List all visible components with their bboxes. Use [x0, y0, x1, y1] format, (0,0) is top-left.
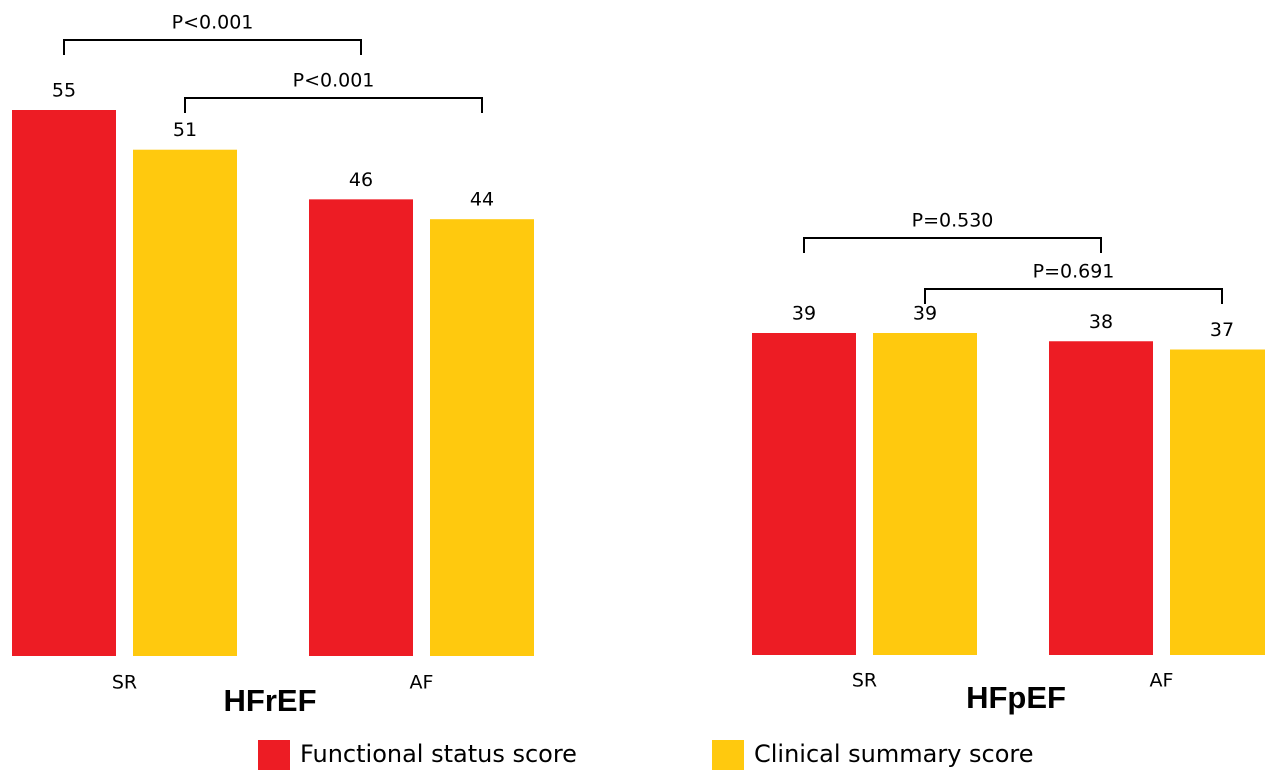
p-value: P=0.691	[1033, 261, 1115, 283]
value-label: 37	[1210, 319, 1234, 341]
bar	[309, 199, 413, 656]
bar	[1049, 341, 1153, 655]
x-tick-label: SR	[112, 672, 137, 694]
significance-bracket	[184, 97, 483, 113]
bar	[133, 149, 237, 656]
value-label: 39	[792, 303, 816, 325]
bar	[12, 110, 116, 656]
bar	[752, 333, 856, 655]
significance-bracket	[924, 288, 1223, 304]
value-label: 44	[470, 189, 494, 211]
panel-title: HFrEF	[224, 683, 317, 718]
value-label: 55	[52, 80, 76, 102]
p-value: P=0.530	[912, 210, 994, 232]
panel-title: HFpEF	[966, 680, 1066, 715]
x-tick-label: SR	[852, 670, 877, 692]
x-tick-label: AF	[410, 672, 434, 694]
legend-swatch	[712, 740, 744, 770]
p-value: P<0.001	[293, 70, 375, 92]
p-value: P<0.001	[172, 12, 254, 34]
x-tick-label: AF	[1150, 670, 1174, 692]
legend-label: Clinical summary score	[754, 740, 1034, 768]
significance-bracket	[803, 237, 1102, 253]
significance-bracket	[63, 39, 362, 55]
legend-label: Functional status score	[300, 740, 577, 768]
value-label: 51	[173, 119, 197, 141]
value-label: 46	[349, 169, 373, 191]
value-label: 38	[1089, 311, 1113, 333]
bar	[1170, 349, 1265, 655]
value-label: 39	[913, 303, 937, 325]
legend-swatch	[258, 740, 290, 770]
bar	[873, 333, 977, 655]
bar	[430, 219, 534, 656]
